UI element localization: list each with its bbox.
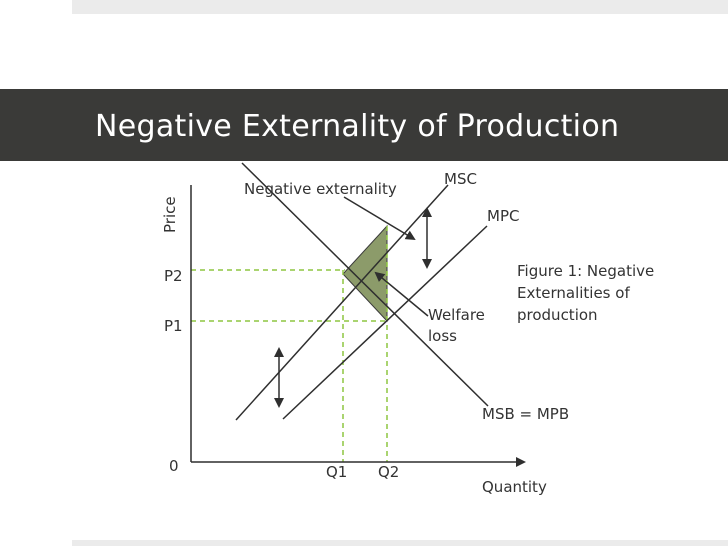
welfare-loss-area [342,224,388,323]
mpc-label: MPC [487,207,519,225]
msc-curve [235,184,449,421]
slide-title: Negative Externality of Production [95,109,620,144]
figure-caption-line3: production [517,306,598,324]
msb-mpb-curve [241,162,489,407]
p2-label: P2 [164,267,183,285]
negative-externality-pointer [343,196,416,241]
origin-label: 0 [169,457,179,475]
mpc-curve [282,225,488,420]
figure-caption-line1: Figure 1: Negative [517,262,654,280]
x-axis-label: Quantity [482,478,547,496]
y-axis-label: Price [161,196,179,233]
title-bar [0,89,728,161]
welfare-loss-label-line1: Welfare [428,306,485,324]
welfare-loss-label-line2: loss [428,327,457,345]
negative-externality-label: Negative externality [244,180,397,198]
p1-label: P1 [164,317,183,335]
q2-label: Q2 [378,463,399,481]
top-decor-strip [72,0,728,14]
q1-label: Q1 [326,463,347,481]
bottom-decor-strip [72,540,728,546]
welfare-loss-pointer [374,271,429,317]
msb-mpb-label: MSB = MPB [482,405,569,423]
figure-caption-line2: Externalities of [517,284,630,302]
msc-label: MSC [444,170,477,188]
